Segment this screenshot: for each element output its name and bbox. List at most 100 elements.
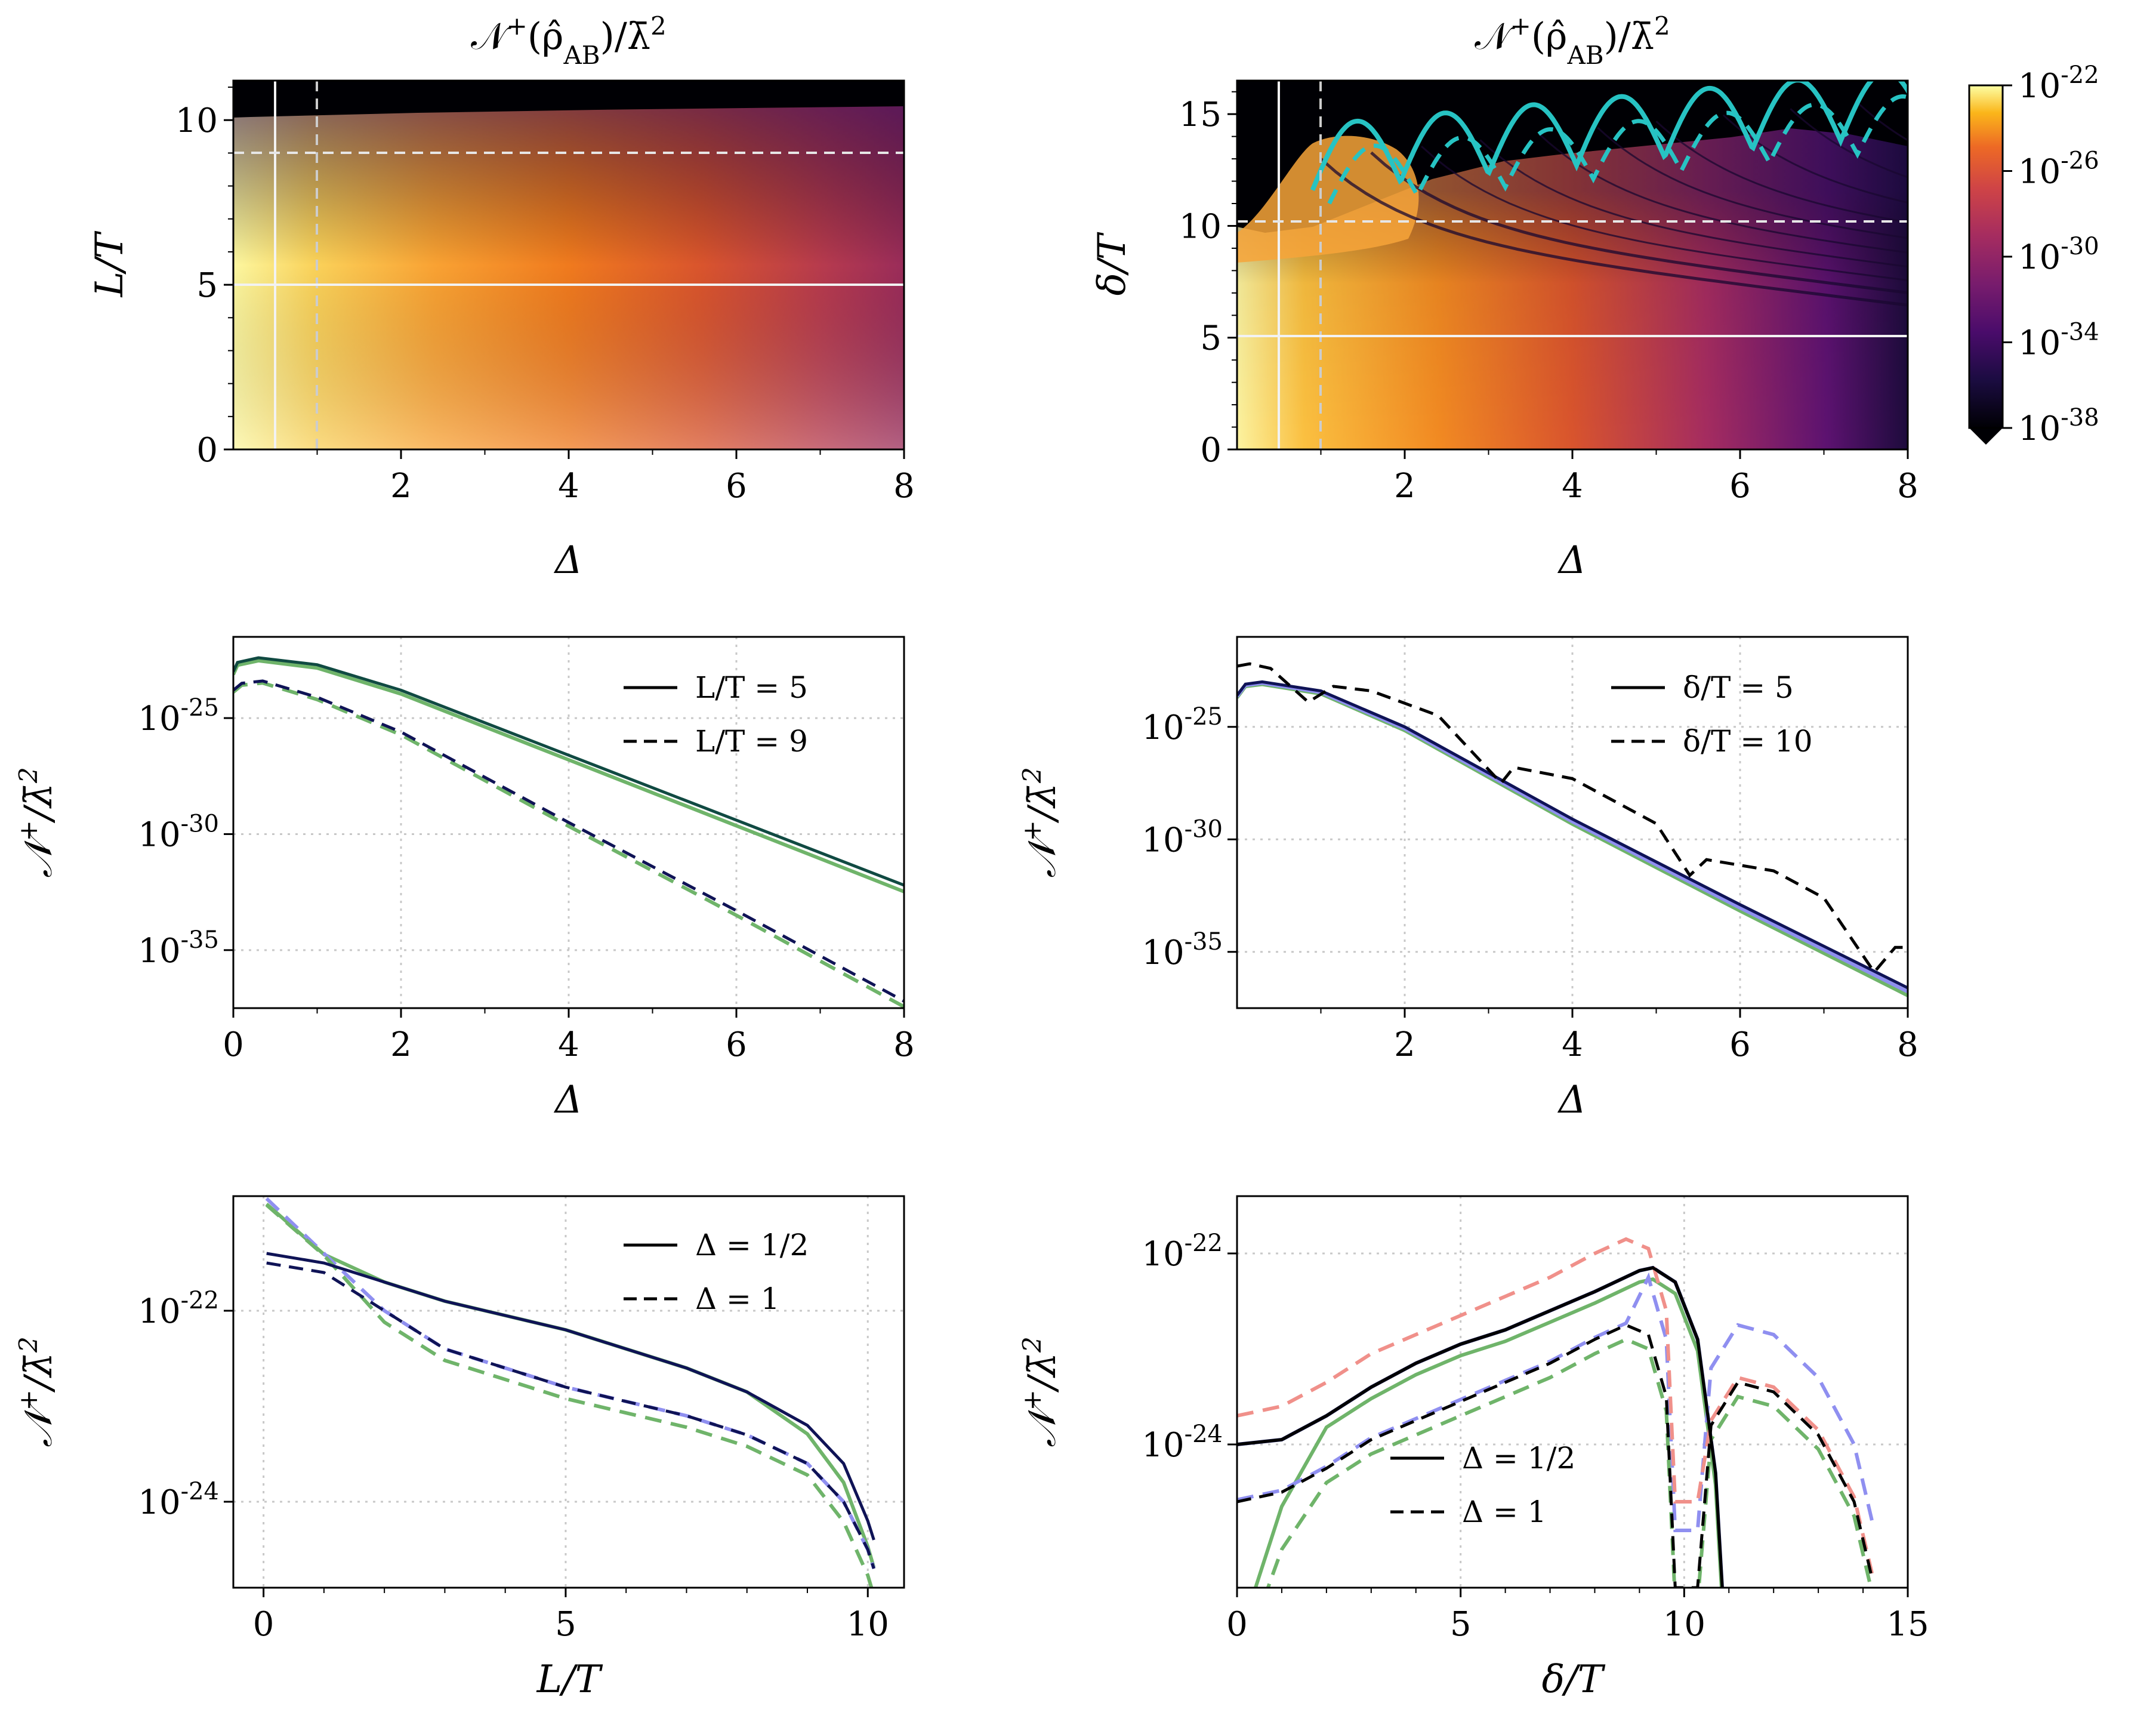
axis-ticks: 2 4 6 8 0 5 10 15 [1179,91,1918,506]
x-tick-label: 2 [390,1025,412,1064]
y-tick-label: 10 [175,101,218,140]
approx-curve [1253,1277,1723,1588]
y-tick-label: 10-25 [138,694,219,738]
y-axis-label: 𝒩+/λ̄2 [14,767,61,877]
panel-title: 𝒩+(ρ̂AB)/λ̄2 [1475,11,1670,70]
plot-area [1237,1237,1874,1588]
y-axis-label: L/T [88,230,132,297]
sudden-death-stripe [1856,101,1908,141]
legend-label: Δ = 1/2 [1462,1441,1575,1475]
x-tick-label: 2 [1394,1025,1415,1064]
colorbar: 10-22 10-26 10-30 10-34 10-38 [1968,61,2099,448]
legend-label: Δ = 1 [695,1281,780,1316]
approx-curve [1237,1272,1874,1532]
sudden-death-stripe [1655,121,1908,224]
colorbar-ticks: 10-22 10-26 10-30 10-34 10-38 [2003,61,2099,448]
sudden-death-stripe [1597,127,1908,239]
approx-curve [265,1203,874,1588]
legend-label: Δ = 1/2 [695,1228,809,1262]
x-tick-label: 6 [726,467,747,506]
sudden-death-stripe [1538,133,1908,254]
x-tick-label: 0 [1226,1605,1248,1644]
y-axis-label: 𝒩+/λ̄2 [14,1336,61,1447]
approx-curve [1237,1237,1874,1574]
colorbar-tick-label: 10-30 [2018,233,2099,277]
x-axis-label: Δ [1557,538,1586,583]
y-tick-label: 10 [1179,207,1222,246]
heatmap-undefined-region [233,81,904,118]
axes-frame [1236,1195,1909,1589]
heatmap-shading [233,81,904,449]
heatmap-panel-top-left: 2 4 6 8 0 5 10 𝒩+(ρ̂AB)/λ̄2 Δ L/T [88,11,915,583]
series-line [1237,680,1908,990]
boundary-curve-solid [1310,81,1908,192]
colorbar-extend-triangle [1969,428,2003,445]
y-tick-label: 10-24 [138,1478,219,1522]
x-axis-label: Δ [553,538,582,583]
y-tick-label: 5 [196,266,218,305]
x-tick-label: 10 [847,1605,889,1644]
axis-ticks: 2 4 6 8 0 5 10 [175,87,915,506]
colorbar-tick-label: 10-38 [2018,404,2099,448]
y-tick-label: 15 [1179,96,1222,134]
x-tick-label: 2 [390,467,412,506]
x-tick-label: 0 [253,1605,274,1644]
series-line [233,656,904,887]
series-line [233,679,904,1003]
line-panel-middle-left: 0 2 4 6 8 10-25 10-30 10-35 Δ 𝒩+/λ̄2 L/T = 5 L/T = … [14,636,915,1122]
axes-frame [232,1195,905,1589]
legend-label: Δ = 1 [1462,1495,1547,1529]
y-tick-label: 10-22 [1142,1230,1223,1274]
y-tick-label: 10-25 [1142,703,1223,747]
x-tick-label: 5 [1450,1605,1472,1644]
approx-curve [1266,1337,1873,1588]
x-tick-label: 10 [1663,1605,1705,1644]
x-tick-label: 8 [893,467,915,506]
series-line [266,1252,875,1541]
y-tick-label: 10-30 [138,810,219,854]
x-tick-label: 0 [223,1025,244,1064]
colorbar-tick-label: 10-26 [2018,147,2099,192]
sudden-death-stripe [1479,139,1908,268]
x-axis-label: Δ [1557,1078,1586,1122]
x-tick-label: 15 [1886,1605,1929,1644]
line-panel-bottom-left: 0 5 10 10-22 10-24 L/T 𝒩+/λ̄2 Δ = 1/2 Δ = 1 [14,1195,905,1702]
x-tick-label: 4 [558,467,579,506]
line-panel-middle-right: 2 4 6 8 10-25 10-30 10-35 Δ 𝒩+/λ̄2 δ/T = 5 δ/T = 1… [1017,636,1918,1122]
x-tick-label: 2 [1394,467,1415,506]
y-tick-label: 0 [1200,431,1222,470]
y-tick-label: 10-35 [138,926,219,971]
x-axis-label: δ/T [1542,1658,1606,1702]
legend-label: δ/T = 5 [1683,670,1794,705]
y-tick-label: 10-24 [1142,1421,1223,1465]
line-panel-bottom-right: 0 5 10 15 10-22 10-24 δ/T 𝒩+/λ̄2 Δ = 1/2 Δ = 1 [1017,1195,1929,1702]
sudden-death-boundaries [1319,101,1908,307]
sudden-death-stripe [1370,151,1908,294]
y-axis-label: δ/T [1090,232,1134,295]
x-tick-label: 6 [1729,1025,1751,1064]
colorbar-tick-label: 10-34 [2018,319,2099,363]
x-tick-label: 8 [1897,467,1918,506]
x-tick-label: 8 [893,1025,915,1064]
x-tick-label: 4 [1562,467,1583,506]
x-axis-label: Δ [553,1078,582,1122]
series-line [1237,1266,1724,1588]
panel-title: 𝒩+(ρ̂AB)/λ̄2 [471,11,667,70]
plot-area [233,656,904,1008]
approx-curve [1237,1265,1724,1588]
x-tick-label: 5 [555,1605,576,1644]
heatmap-bright-lobe [1237,135,1419,263]
series-line [1237,1323,1874,1588]
heatmap-panel-top-right: 2 4 6 8 0 5 10 15 𝒩+(ρ̂AB)/λ̄2 Δ δ/T [1090,11,1918,583]
x-tick-label: 4 [1562,1025,1583,1064]
series-line [1237,662,1908,975]
approx-curve [233,681,904,1008]
y-tick-label: 10-30 [1142,815,1223,860]
x-tick-label: 8 [1897,1025,1918,1064]
y-tick-label: 5 [1200,319,1222,358]
legend-label: L/T = 5 [695,670,808,705]
sudden-death-stripe [1421,145,1908,282]
y-tick-label: 0 [196,431,218,470]
plot-area [265,1197,876,1588]
